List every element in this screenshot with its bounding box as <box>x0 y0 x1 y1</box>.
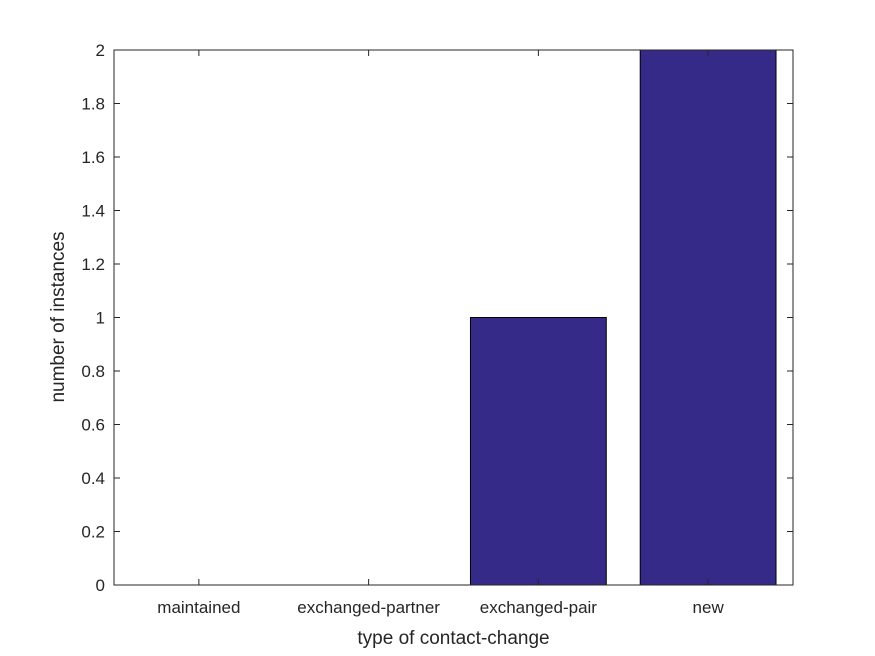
y-tick-label: 0.6 <box>81 416 105 435</box>
x-axis-label: type of contact-change <box>357 628 549 649</box>
y-tick-label: 1.2 <box>81 255 105 274</box>
y-tick-label: 1.8 <box>81 95 105 114</box>
y-tick-label: 0.2 <box>81 523 105 542</box>
y-tick-label: 0 <box>96 576 105 595</box>
y-tick-label: 0.8 <box>81 362 105 381</box>
bar-exchanged-pair <box>469 317 607 586</box>
y-tick-label: 1 <box>96 309 105 328</box>
y-axis-label: number of instances <box>48 231 69 402</box>
y-tick-label: 1.6 <box>81 148 105 167</box>
x-tick-label: maintained <box>157 598 240 617</box>
bar-new <box>639 49 777 586</box>
y-tick-label: 2 <box>96 41 105 60</box>
y-tick-label: 0.4 <box>81 469 105 488</box>
x-tick-label: new <box>693 598 725 617</box>
x-tick-label: exchanged-pair <box>480 598 598 617</box>
x-tick-label: exchanged-partner <box>297 598 440 617</box>
y-tick-label: 1.4 <box>81 202 105 221</box>
